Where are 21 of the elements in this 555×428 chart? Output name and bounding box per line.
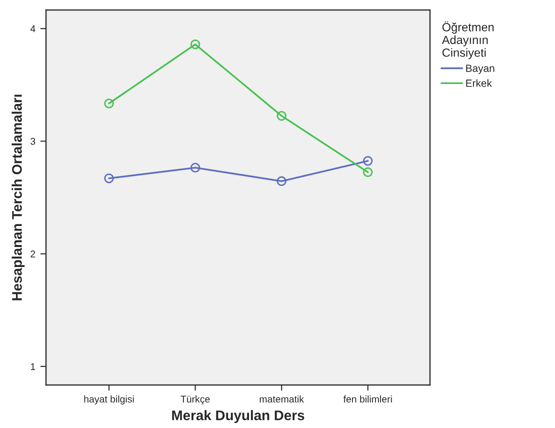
legend-title: Öğretmen Adayının Cinsiyeti — [442, 21, 494, 60]
point — [104, 98, 114, 108]
point — [276, 176, 286, 186]
x-tick-label: matematik — [260, 395, 304, 403]
y-axis-title: Hesaplanan Tercih Ortalamaları — [12, 94, 25, 300]
point — [363, 167, 373, 178]
point — [104, 173, 114, 184]
point — [363, 156, 373, 166]
legend-label: Bayan — [466, 64, 494, 74]
x-tick-label: Türkçe — [180, 395, 210, 405]
x-tick-label: fen bilimleri — [343, 395, 392, 403]
y-tick-label: 3 — [30, 138, 36, 145]
y-tick-label: 2 — [30, 250, 36, 258]
point — [190, 39, 200, 50]
legend-label: Erkek — [466, 79, 492, 87]
x-tick-label: hayat bilgisi — [84, 395, 134, 404]
point — [276, 110, 286, 121]
y-tick-label: 1 — [30, 363, 36, 370]
y-tick-label: 4 — [30, 25, 36, 32]
point — [190, 162, 200, 173]
x-axis-title: Merak Duyulan Ders — [172, 410, 304, 424]
